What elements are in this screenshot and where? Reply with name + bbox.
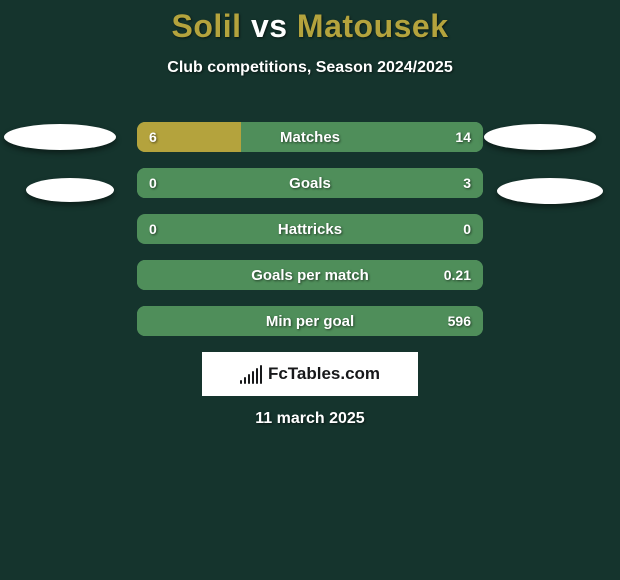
stat-label: Goals per match [137,260,483,290]
subtitle: Club competitions, Season 2024/2025 [0,59,620,77]
player-right-name: Matousek [297,8,449,44]
stat-label: Goals [137,168,483,198]
player-left-name: Solil [171,8,241,44]
player-ellipse [497,178,603,204]
stat-rows: Matches614Goals03Hattricks00Goals per ma… [0,122,620,352]
page-title: Solil vs Matousek [0,0,620,45]
stat-label: Hattricks [137,214,483,244]
stat-row: Goals0 3 [137,168,483,198]
stat-value-right: 596 [448,306,471,336]
stat-value-right: 14 [455,122,471,152]
stat-value-left: 6 [149,122,157,152]
stat-label: Matches [137,122,483,152]
player-ellipse [484,124,596,150]
date-label: 11 march 2025 [0,410,620,428]
stat-value-right: 0 [463,214,471,244]
comparison-card: Solil vs Matousek Club competitions, Sea… [0,0,620,580]
stat-label: Min per goal [137,306,483,336]
stat-row: Goals per match0.21 [137,260,483,290]
stat-row: Hattricks0 0 [137,214,483,244]
title-vs: vs [251,8,288,44]
stat-value-right: 3 [463,168,471,198]
stat-value-left: 0 [149,168,157,198]
stat-value-right: 0.21 [444,260,471,290]
player-ellipse [4,124,116,150]
stat-value-left: 0 [149,214,157,244]
stat-row: Matches6 14 [137,122,483,152]
bars-icon [240,364,262,384]
brand-text: FcTables.com [268,364,380,384]
brand-badge: FcTables.com [202,352,418,396]
player-ellipse [26,178,114,202]
stat-row: Min per goal596 [137,306,483,336]
